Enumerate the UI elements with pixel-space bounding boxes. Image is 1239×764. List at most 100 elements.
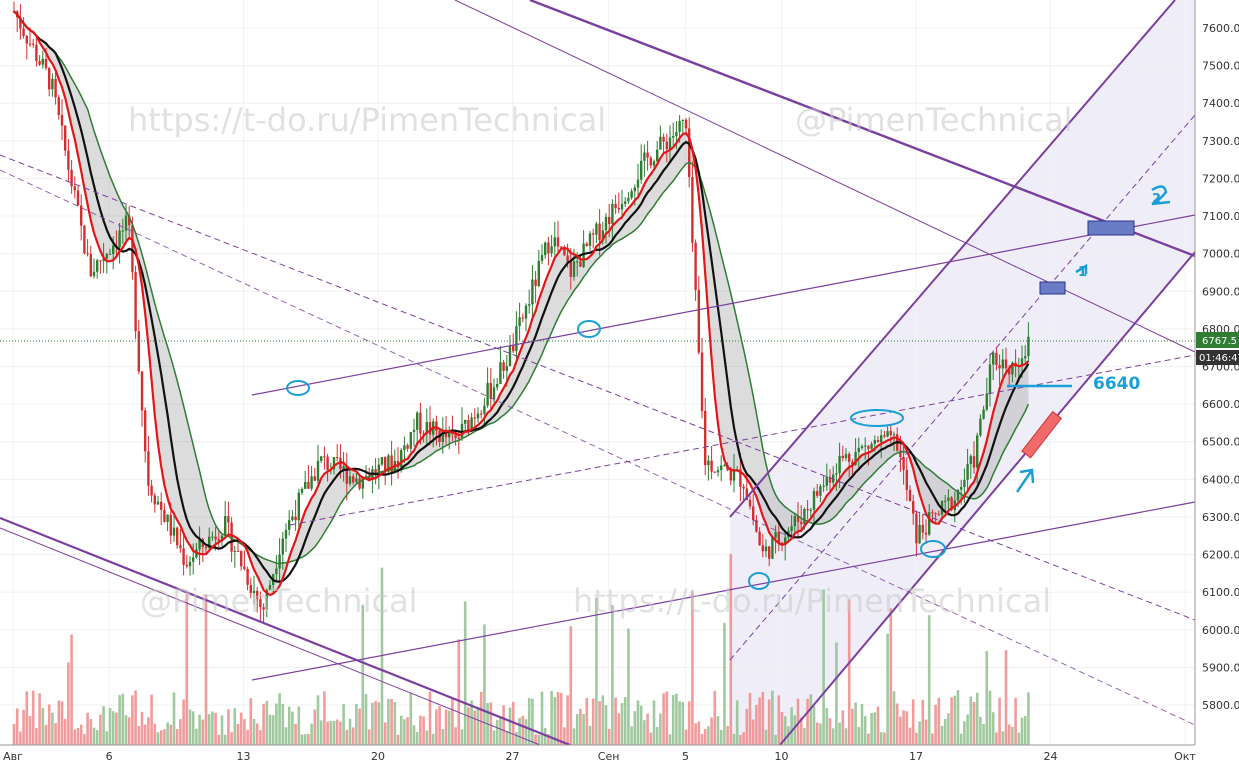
volume-bar xyxy=(979,716,982,745)
volume-bar xyxy=(847,599,851,745)
candle-body xyxy=(876,440,880,443)
candle-body xyxy=(681,119,684,121)
trend-lines xyxy=(0,0,1196,747)
x-tick-label: 17 xyxy=(909,750,923,763)
volume-bar xyxy=(883,732,886,745)
volume-bar xyxy=(515,731,518,745)
volume-bar xyxy=(342,704,345,745)
candle-body xyxy=(921,524,924,533)
volume-bar xyxy=(521,715,525,745)
candle-body xyxy=(880,435,883,443)
volume-bar xyxy=(233,708,237,745)
volume-bar xyxy=(67,662,70,745)
candle-body xyxy=(956,489,960,501)
candle-body xyxy=(700,352,704,411)
candle-body xyxy=(617,207,620,210)
candle-body xyxy=(364,475,368,478)
volume-bar xyxy=(639,705,643,745)
volume-bar xyxy=(201,719,205,745)
candle-body xyxy=(83,225,86,254)
dashed-rising-line xyxy=(289,354,1196,526)
candle-body xyxy=(547,242,550,254)
candle-body xyxy=(550,246,553,254)
volume-bar xyxy=(915,732,918,745)
volume-bar xyxy=(108,707,112,745)
candle-body xyxy=(387,455,390,472)
candle-body xyxy=(160,501,163,510)
candle-body xyxy=(489,382,492,399)
volume-bar xyxy=(351,727,355,745)
candle-body xyxy=(275,568,278,575)
candle-body xyxy=(864,445,867,447)
volume-bar xyxy=(569,626,573,745)
candle-body xyxy=(675,131,678,137)
volume-bar xyxy=(441,728,445,745)
x-tick-label: Сен xyxy=(598,750,620,763)
scribble-icon xyxy=(1075,263,1088,274)
volume-bar xyxy=(83,734,86,745)
volume-bar xyxy=(115,712,118,745)
volume-bar xyxy=(460,729,464,745)
candle-body xyxy=(697,289,700,353)
price-axis[interactable]: 5800.0 5900.0 6000.0 6100.0 6200.0 6300.0 6400… xyxy=(1194,0,1239,764)
candle-body xyxy=(764,546,768,552)
volume-bar xyxy=(607,728,611,745)
candle-body xyxy=(704,410,707,466)
volume-bar xyxy=(767,699,771,745)
candle-body xyxy=(835,473,838,475)
candle-body xyxy=(435,421,438,431)
candle-body xyxy=(345,466,348,484)
time-axis[interactable]: Авг 6 13 20 27 Сен 5 10 17 24 Окт xyxy=(0,744,1239,764)
candle-body xyxy=(902,457,905,470)
volume-bar xyxy=(134,690,137,745)
volume-bar xyxy=(934,704,937,745)
y-tick-label: 7100.0 xyxy=(1202,210,1239,223)
volume-bar xyxy=(927,615,931,745)
candle-body xyxy=(982,409,985,419)
volume-bar xyxy=(671,695,675,745)
volume-bar xyxy=(809,694,813,745)
watermarks: https://t-do.ru/PimenTechnical @PimenTec… xyxy=(128,101,1073,620)
candle-body xyxy=(54,78,57,98)
volume-bar xyxy=(716,716,720,745)
volume-bar xyxy=(652,700,656,745)
candle-body xyxy=(806,508,809,511)
volume-bar xyxy=(380,567,384,745)
candle-body xyxy=(44,58,48,68)
lower-downtrend-thin xyxy=(0,527,541,746)
candle-body xyxy=(230,522,233,552)
volume-bar xyxy=(793,715,797,745)
candle-body xyxy=(928,512,931,535)
volume-bar xyxy=(819,723,822,745)
volume-bar xyxy=(668,734,672,745)
candle-body xyxy=(832,474,835,483)
volume-bar xyxy=(598,701,601,745)
volume-bar xyxy=(1023,715,1027,745)
candle-body xyxy=(816,491,819,496)
candle-body xyxy=(934,513,937,515)
candle-body xyxy=(198,539,201,550)
candle-body xyxy=(492,387,496,399)
scribble-icon xyxy=(1151,185,1171,206)
volume-bar xyxy=(742,732,745,745)
candle-body xyxy=(521,317,524,319)
candle-body xyxy=(316,460,320,481)
volume-bar xyxy=(566,695,569,745)
candle-body xyxy=(633,187,636,192)
candle-body xyxy=(380,457,384,465)
candle-body xyxy=(483,405,486,414)
candle-body xyxy=(291,516,294,520)
rising-line-upper xyxy=(251,214,1196,396)
candle-body xyxy=(1020,358,1024,366)
volume-bar xyxy=(675,693,678,745)
candle-body xyxy=(358,478,361,489)
candle-body xyxy=(339,457,342,469)
volume-bar xyxy=(265,700,269,745)
volume-bar xyxy=(665,691,669,745)
candle-body xyxy=(262,607,265,610)
candle-body xyxy=(598,223,601,241)
volume-bar xyxy=(476,707,480,745)
volume-bar xyxy=(383,722,387,745)
volume-bar xyxy=(137,725,141,745)
